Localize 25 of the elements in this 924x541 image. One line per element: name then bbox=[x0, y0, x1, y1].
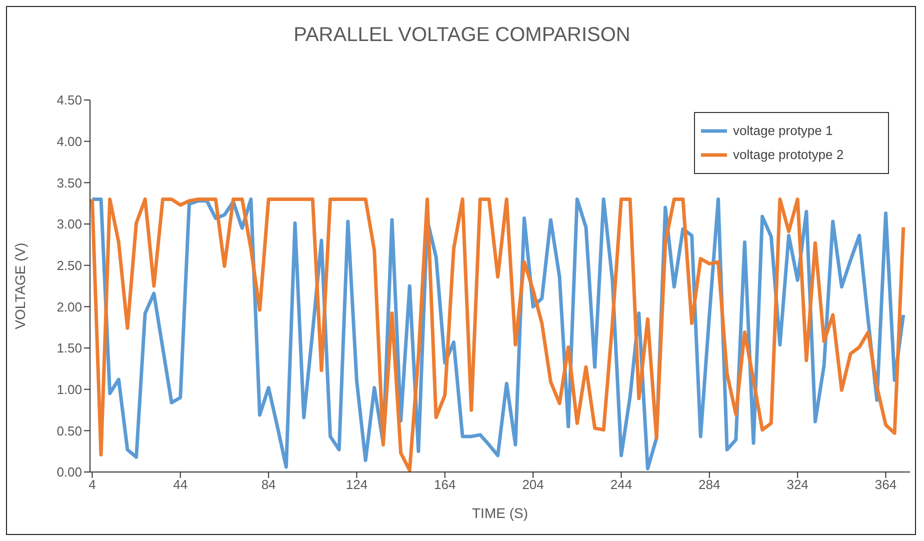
y-tick-label: 0.00 bbox=[56, 464, 82, 480]
x-tick-label: 324 bbox=[786, 477, 808, 492]
y-tick-label: 4.50 bbox=[56, 92, 82, 108]
x-tick-label: 84 bbox=[261, 477, 276, 492]
x-tick-label: 44 bbox=[173, 477, 188, 492]
y-tick-label: 4.00 bbox=[56, 134, 82, 149]
y-tick-label: 2.50 bbox=[56, 258, 82, 273]
y-tick-label: 1.50 bbox=[56, 340, 82, 356]
chart-title: PARALLEL VOLTAGE COMPARISON bbox=[292, 24, 632, 47]
x-tick-label: 244 bbox=[610, 477, 632, 492]
legend-label: voltage protype 1 bbox=[733, 122, 833, 140]
legend-label: voltage prototype 2 bbox=[733, 146, 844, 164]
x-tick-label: 284 bbox=[698, 477, 720, 492]
x-axis-title: TIME (S) bbox=[472, 505, 528, 521]
x-tick-label: 164 bbox=[434, 477, 456, 492]
y-tick-label: 0.50 bbox=[56, 423, 82, 438]
x-tick-label: 204 bbox=[522, 477, 544, 492]
x-tick-label: 124 bbox=[346, 477, 368, 492]
y-axis-title: VOLTAGE (V) bbox=[12, 242, 28, 330]
x-tick-label: 364 bbox=[874, 477, 897, 492]
y-tick-label: 3.50 bbox=[56, 175, 82, 190]
y-tick-label: 2.00 bbox=[56, 299, 82, 314]
x-tick-label: 4 bbox=[88, 477, 96, 492]
y-tick-label: 3.00 bbox=[56, 216, 82, 232]
y-tick-label: 1.00 bbox=[56, 382, 82, 397]
